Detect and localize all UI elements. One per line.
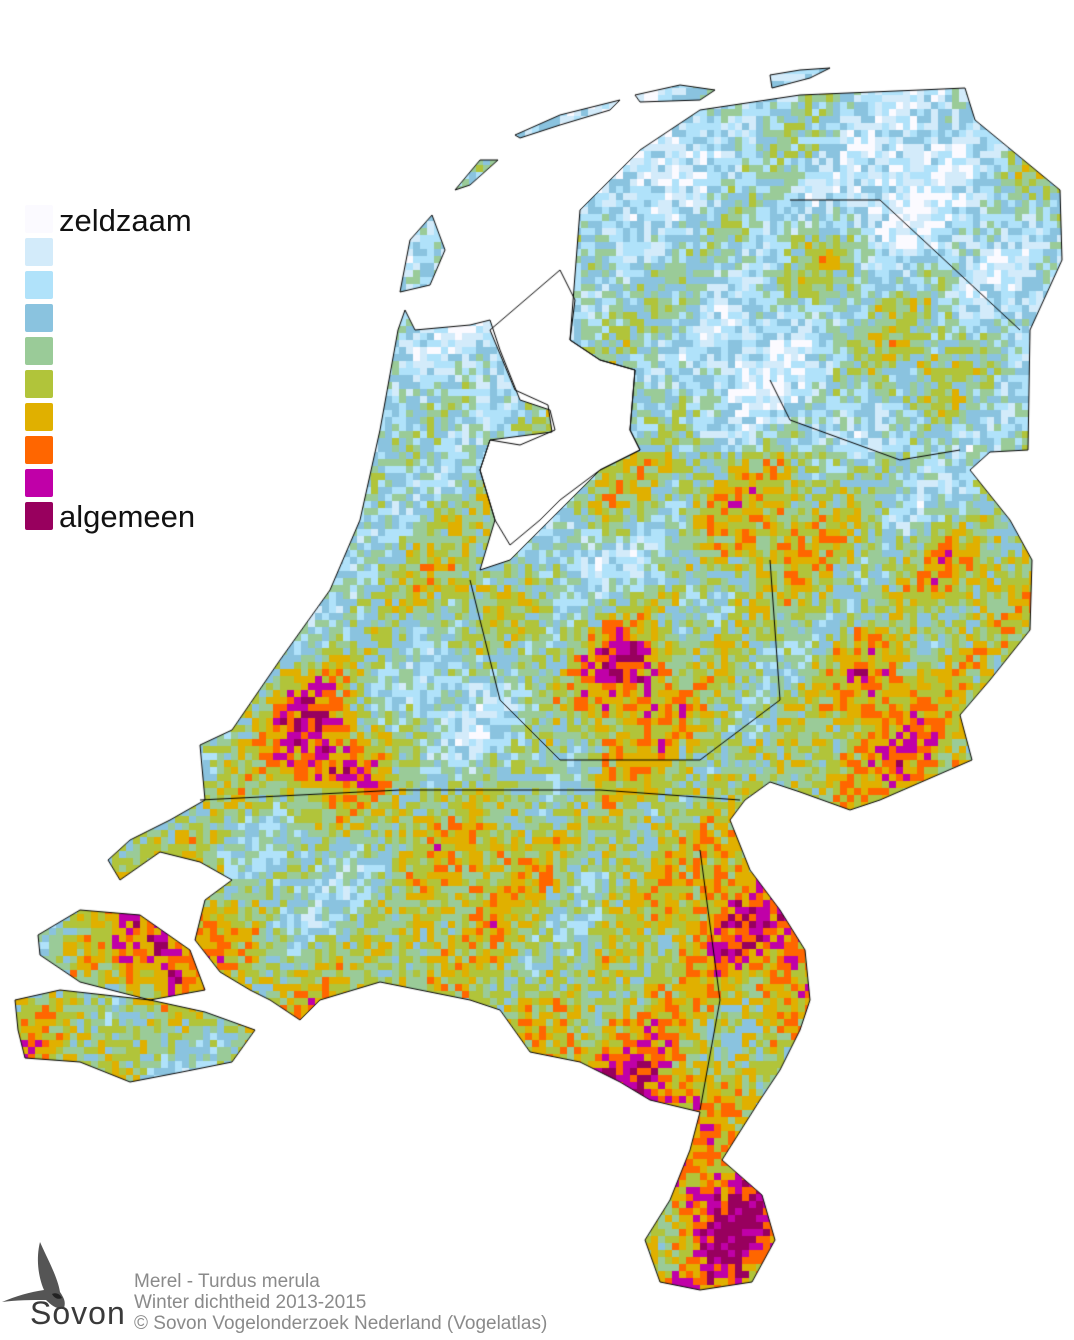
legend-swatch-5 bbox=[25, 337, 53, 365]
sovon-swallow-logo-icon bbox=[2, 1242, 65, 1309]
legend-swatch-7 bbox=[25, 403, 53, 431]
legend-swatch-4 bbox=[25, 304, 53, 332]
legend-swatch-2 bbox=[25, 238, 53, 266]
legend-swatch-8 bbox=[25, 436, 53, 464]
species-name: Merel - Turdus merula bbox=[134, 1271, 320, 1292]
legend-label-common: algemeen bbox=[59, 499, 196, 534]
legend-swatch-1 bbox=[25, 205, 53, 233]
legend-swatch-3 bbox=[25, 271, 53, 299]
legend-label-rare: zeldzaam bbox=[59, 203, 192, 238]
legend-swatch-9 bbox=[25, 469, 53, 497]
legend-swatch-6 bbox=[25, 370, 53, 398]
logo-text: Sovon bbox=[30, 1295, 126, 1331]
map-subtitle: Winter dichtheid 2013-2015 bbox=[134, 1292, 367, 1313]
map-credits: Merel - Turdus merula Winter dichtheid 2… bbox=[134, 1271, 547, 1334]
copyright: © Sovon Vogelonderzoek Nederland (Vogela… bbox=[134, 1313, 548, 1334]
legend-swatch-10 bbox=[25, 502, 53, 530]
